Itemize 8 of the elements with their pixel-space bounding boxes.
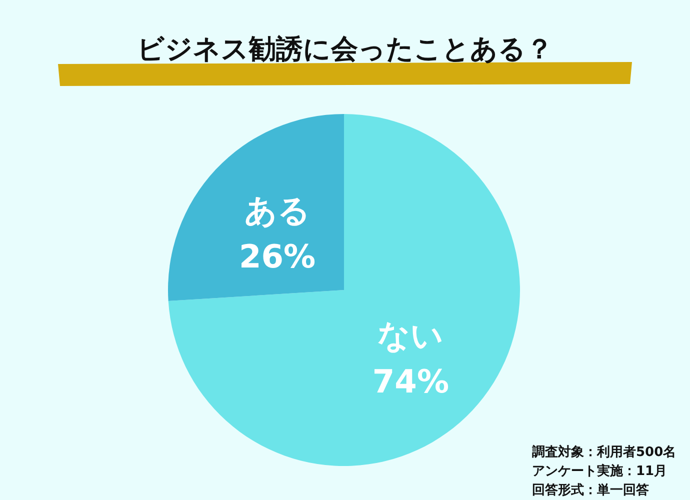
text: 調査対象：利用者500名	[532, 444, 676, 460]
chart-title: ビジネス勧誘に会ったことある？	[137, 34, 553, 65]
data-label: 26%	[238, 237, 316, 276]
text: 回答形式：単一回答	[532, 482, 649, 498]
text: アンケート実施：11月	[532, 463, 668, 479]
slice-label: ある	[244, 191, 310, 230]
data-label: 74%	[372, 362, 450, 401]
slice-label: ない	[378, 316, 444, 355]
